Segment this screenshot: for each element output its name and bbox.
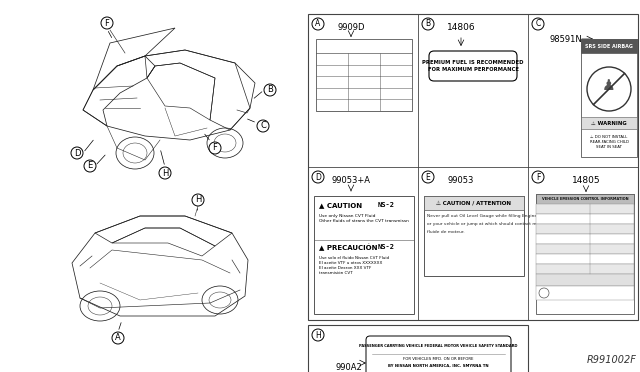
Text: A: A (115, 334, 121, 343)
Circle shape (422, 171, 434, 183)
Text: ▲ CAUTION: ▲ CAUTION (319, 202, 362, 208)
Circle shape (71, 147, 83, 159)
Circle shape (101, 17, 113, 29)
Text: F: F (536, 173, 540, 182)
Text: NS-2: NS-2 (378, 202, 394, 208)
Bar (308, 14, 638, 320)
Text: D: D (315, 173, 321, 182)
Circle shape (84, 160, 96, 172)
FancyBboxPatch shape (429, 51, 517, 81)
Circle shape (209, 142, 221, 154)
Text: R991002F: R991002F (587, 355, 637, 365)
Bar (424, 196, 524, 210)
FancyBboxPatch shape (366, 336, 511, 372)
Text: SRS SIDE AIRBAG: SRS SIDE AIRBAG (585, 44, 633, 48)
Text: 14805: 14805 (572, 176, 600, 185)
Bar (536, 264, 634, 274)
Bar (536, 214, 634, 224)
Text: F: F (104, 19, 109, 28)
Text: Use only Nissan CVT Fluid
Other fluids of strans the CVT transmissn: Use only Nissan CVT Fluid Other fluids o… (319, 214, 409, 223)
Circle shape (264, 84, 276, 96)
Text: C: C (536, 19, 541, 29)
Text: ⚠ CAUTION / ATTENTION: ⚠ CAUTION / ATTENTION (436, 201, 511, 205)
Text: Use solo el fluido Nissan CVT Fluid
El aceite VTF u otros XXXXXXX
El aceite Dexr: Use solo el fluido Nissan CVT Fluid El a… (319, 256, 389, 275)
Text: B: B (426, 19, 431, 29)
Text: FOR VEHICLES MFD. ON OR BEFORE: FOR VEHICLES MFD. ON OR BEFORE (403, 357, 474, 361)
Bar (424, 196, 524, 276)
Text: fluide de moteur.: fluide de moteur. (427, 230, 465, 234)
Text: A: A (316, 19, 321, 29)
Circle shape (532, 18, 544, 30)
Circle shape (159, 167, 171, 179)
Circle shape (422, 18, 434, 30)
Text: 14806: 14806 (447, 23, 476, 32)
Text: 990A2: 990A2 (336, 363, 363, 372)
Bar (536, 224, 634, 234)
Text: BY NISSAN NORTH AMERICA, INC. SMYRNA TN: BY NISSAN NORTH AMERICA, INC. SMYRNA TN (388, 364, 489, 368)
Text: 9909D: 9909D (337, 23, 365, 32)
Text: H: H (195, 196, 201, 205)
Circle shape (312, 18, 324, 30)
Bar (536, 194, 634, 204)
Text: F: F (212, 144, 218, 153)
Bar (536, 254, 634, 264)
Bar (536, 286, 634, 300)
Text: ♟: ♟ (602, 77, 616, 93)
Bar (536, 194, 634, 314)
Circle shape (192, 194, 204, 206)
Text: or your vehicle or jump at which should contact more: or your vehicle or jump at which should … (427, 222, 543, 226)
Text: 98591N: 98591N (549, 35, 582, 44)
Text: NS-2: NS-2 (378, 244, 394, 250)
Bar (536, 234, 634, 244)
Bar (536, 274, 634, 286)
Text: Never pull out Oil Level Gauge while filling Engine Oil: Never pull out Oil Level Gauge while fil… (427, 214, 545, 218)
Bar (581, 39, 637, 53)
Circle shape (112, 332, 124, 344)
Text: 99053+A: 99053+A (332, 176, 371, 185)
Text: VEHICLE EMISSION CONTROL INFORMATION: VEHICLE EMISSION CONTROL INFORMATION (541, 197, 628, 201)
Text: B: B (267, 86, 273, 94)
Text: D: D (74, 148, 80, 157)
Text: ▲ PRECAUCIÓN: ▲ PRECAUCIÓN (319, 244, 378, 251)
Text: 99053: 99053 (448, 176, 474, 185)
Bar (308, 325, 528, 372)
Text: PASSENGER CARRYING VEHICLE FEDERAL MOTOR VEHICLE SAFETY STANDARD: PASSENGER CARRYING VEHICLE FEDERAL MOTOR… (359, 344, 518, 348)
Bar (581, 39, 637, 157)
Text: H: H (162, 169, 168, 177)
Circle shape (532, 171, 544, 183)
Bar (314, 196, 414, 314)
Text: PREMIUM FUEL IS RECOMMENDED
FOR MAXIMUM PERFORMANCE: PREMIUM FUEL IS RECOMMENDED FOR MAXIMUM … (422, 60, 524, 72)
Text: E: E (426, 173, 430, 182)
Circle shape (312, 329, 324, 341)
Bar (316, 39, 412, 111)
Text: ⚠ DO NOT INSTALL
REAR-FACING CHILD
SEAT IN SEAT: ⚠ DO NOT INSTALL REAR-FACING CHILD SEAT … (589, 135, 628, 149)
Text: H: H (315, 330, 321, 340)
Circle shape (312, 171, 324, 183)
Circle shape (257, 120, 269, 132)
Bar (536, 244, 634, 254)
Text: C: C (260, 122, 266, 131)
Text: E: E (88, 161, 93, 170)
Bar (536, 204, 634, 214)
Text: ⚠ WARNING: ⚠ WARNING (591, 121, 627, 125)
Bar (581, 117, 637, 129)
